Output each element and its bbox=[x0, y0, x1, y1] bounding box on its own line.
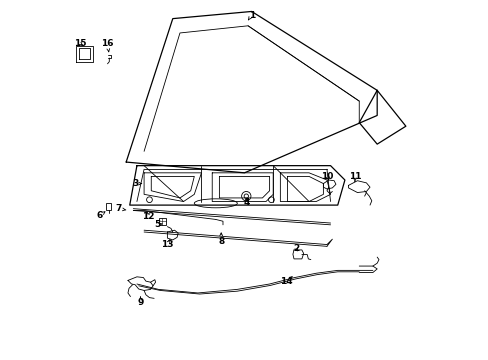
Text: 15: 15 bbox=[74, 39, 87, 48]
Text: 1: 1 bbox=[248, 10, 254, 19]
Text: 14: 14 bbox=[280, 276, 292, 285]
Text: 12: 12 bbox=[142, 212, 154, 221]
Text: 13: 13 bbox=[161, 240, 173, 249]
Text: 2: 2 bbox=[293, 244, 299, 253]
Text: 5: 5 bbox=[154, 220, 160, 229]
Text: 6: 6 bbox=[96, 211, 102, 220]
Text: 8: 8 bbox=[218, 237, 224, 246]
Text: 10: 10 bbox=[321, 172, 333, 181]
Text: 3: 3 bbox=[132, 179, 138, 188]
Text: 16: 16 bbox=[101, 39, 114, 48]
Bar bbox=[105, 203, 111, 211]
Text: 9: 9 bbox=[137, 298, 143, 307]
Text: 11: 11 bbox=[348, 172, 361, 181]
Text: 7: 7 bbox=[115, 204, 121, 213]
Text: 4: 4 bbox=[243, 198, 249, 207]
Bar bbox=[159, 218, 165, 225]
